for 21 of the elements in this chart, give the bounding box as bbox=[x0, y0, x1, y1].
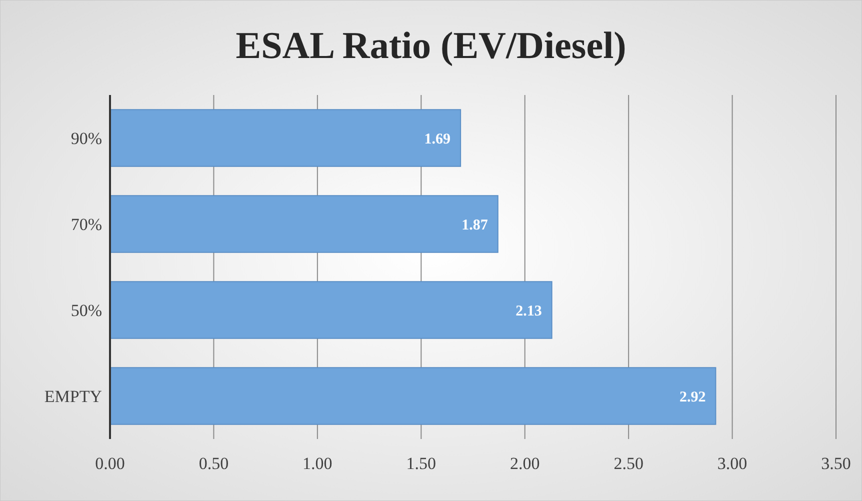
y-tick-label: EMPTY bbox=[44, 386, 102, 406]
data-label: 1.69 bbox=[424, 131, 451, 148]
bar bbox=[110, 109, 462, 167]
bar bbox=[110, 195, 498, 253]
x-tick-label: 0.00 bbox=[95, 454, 125, 473]
x-tick-label: 2.50 bbox=[614, 454, 644, 473]
y-tick-label: 70% bbox=[70, 214, 102, 234]
chart-title: ESAL Ratio (EV/Diesel) bbox=[236, 25, 626, 67]
x-tick-label: 1.00 bbox=[302, 454, 332, 473]
data-label: 2.92 bbox=[679, 389, 706, 406]
bar bbox=[110, 281, 552, 339]
bar bbox=[110, 367, 716, 425]
y-tick-label: 90% bbox=[70, 128, 102, 148]
x-tick-label: 0.50 bbox=[198, 454, 229, 473]
data-label: 1.87 bbox=[462, 217, 488, 234]
x-tick-label: 3.00 bbox=[717, 454, 748, 473]
x-tick-label: 2.00 bbox=[510, 454, 540, 473]
x-tick-label: 3.50 bbox=[821, 454, 851, 473]
data-label: 2.13 bbox=[516, 303, 542, 320]
y-tick-label: 50% bbox=[70, 300, 102, 320]
x-tick-label: 1.50 bbox=[406, 454, 436, 473]
